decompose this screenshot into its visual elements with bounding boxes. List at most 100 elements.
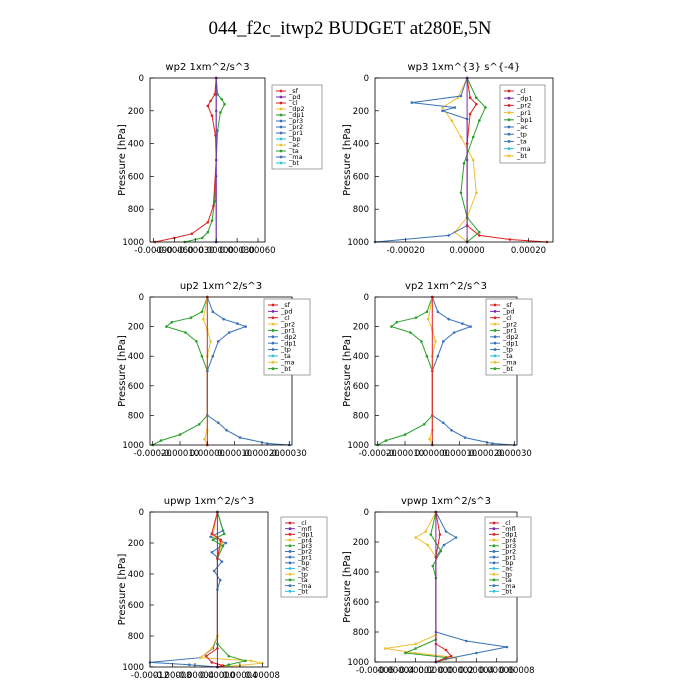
data-point [459,94,463,98]
data-point [224,541,228,545]
legend-label: _pr1 [297,553,312,561]
x-tick-label: -0.00020 [387,246,425,256]
x-tick-label: -0.00012 [131,671,169,681]
legend-label: _pr2 [297,548,312,556]
legend-marker [492,561,496,565]
data-point [444,530,448,533]
data-point [447,317,451,321]
data-point [414,642,417,646]
legend-marker [493,316,497,320]
legend-label: _pr2 [502,320,517,328]
data-point [216,93,219,96]
legend-marker [279,125,283,129]
legend-marker [279,95,283,99]
y-tick-label: 1000 [347,658,369,668]
series-line [385,511,457,663]
x-tick-label: 0.00020 [511,246,546,256]
legend-marker [271,348,275,351]
data-point [422,423,426,426]
y-tick-label: 800 [353,411,369,421]
legend-marker [288,521,292,525]
data-point [223,102,226,106]
y-tick-label: 600 [353,172,369,182]
legend-label: _ac [516,123,528,131]
legend-label: _ma [501,582,516,590]
legend-label: _pr4 [501,536,516,544]
y-tick-label: 0 [364,293,369,303]
data-point [204,654,208,658]
legend: _cl_mfl_dp1_pr4_pr3_pr2_pr1_bp_ac_tp_ta_… [280,516,328,598]
legend: _cl_dp1_pr2_pr1_bp1_ac_tp_ta_ma_bt [499,84,546,164]
panel-1: wp2 1xm^2/s^3 Pressure [hPa] 0 200 400 600 800… [117,62,323,256]
x-tick-label: 0.00010 [442,449,477,459]
data-point [210,219,214,222]
y-tick-label: 400 [128,570,144,580]
y-tick-label: 1000 [347,238,369,248]
data-point [210,647,214,650]
legend-marker [507,140,511,143]
legend-marker [288,572,292,576]
y-tick-label: 800 [353,205,369,215]
legend-marker [279,107,283,111]
legend-label: _ac [297,565,309,573]
plot-frame [149,511,269,668]
y-tick-label: 200 [353,538,369,548]
series-line [374,77,468,243]
data-point [206,230,210,234]
x-tick-label: 0.00004 [222,671,257,681]
data-point [438,533,442,536]
x-tick-label: -0.00010 [386,449,424,459]
y-axis-title: Pressure [hPa] [342,551,353,623]
legend-label: _dp2 [280,333,297,341]
legend-marker [507,104,511,107]
data-point [478,230,481,234]
legend-label: _pr1 [502,327,517,335]
data-point [210,551,214,554]
data-point [217,421,220,425]
data-point [200,310,204,314]
y-axis-title: Pressure [hPa] [117,124,128,196]
data-point [195,340,198,343]
y-tick-label: 400 [128,140,144,150]
legend-label: _dp1 [280,339,297,347]
panel-title: vp2 1xm^2/s^3 [405,281,487,292]
figure-title: 044_f2c_itwp2 BUDGET at280E,5N [208,18,492,39]
legend-label: _pr3 [297,542,312,550]
x-tick-label: 0.00000 [415,449,450,459]
legend-label: _pr1 [288,129,303,137]
data-point [491,442,494,445]
x-tick-label: 0.00020 [244,449,279,459]
y-tick-label: 0 [364,508,369,518]
legend-marker [493,322,497,326]
legend-marker [507,125,511,129]
x-tick-label: -0.00004 [376,666,414,676]
data-point [447,234,451,237]
y-tick-label: 200 [128,539,144,549]
legend-marker [288,544,292,548]
legend-marker [279,155,283,159]
panel-5: upwp 1xm^2/s^3 Pressure [hPa] 0 200 400 600 80… [117,496,328,681]
data-point [222,532,226,535]
legend-label: _pr1 [516,109,531,117]
data-point [227,654,230,658]
y-tick-label: 1000 [347,441,369,451]
data-point [462,162,466,165]
y-tick-label: 600 [128,382,144,392]
data-point [217,340,220,343]
legend-label: _ac [501,565,513,573]
panel-title: upwp 1xm^2/s^3 [164,496,254,507]
x-tick-label: -0.00010 [161,449,199,459]
legend-marker [507,96,511,100]
data-point [159,439,163,442]
series-line [152,296,208,446]
legend-label: _dp2 [288,105,305,113]
legend: _sf_pd_cl_dp2_dp1_pr3_pr2_pr1_bp_ac_ta_m… [271,84,323,170]
data-point [508,238,512,241]
legend-marker [288,555,292,559]
legend-label: _pd [502,308,515,316]
x-tick-label: 0.00000 [200,671,235,681]
y-tick-label: 800 [128,632,144,642]
data-point [439,549,443,553]
y-tick-label: 1000 [122,663,144,673]
x-tick-label: -0.00006 [356,666,394,676]
